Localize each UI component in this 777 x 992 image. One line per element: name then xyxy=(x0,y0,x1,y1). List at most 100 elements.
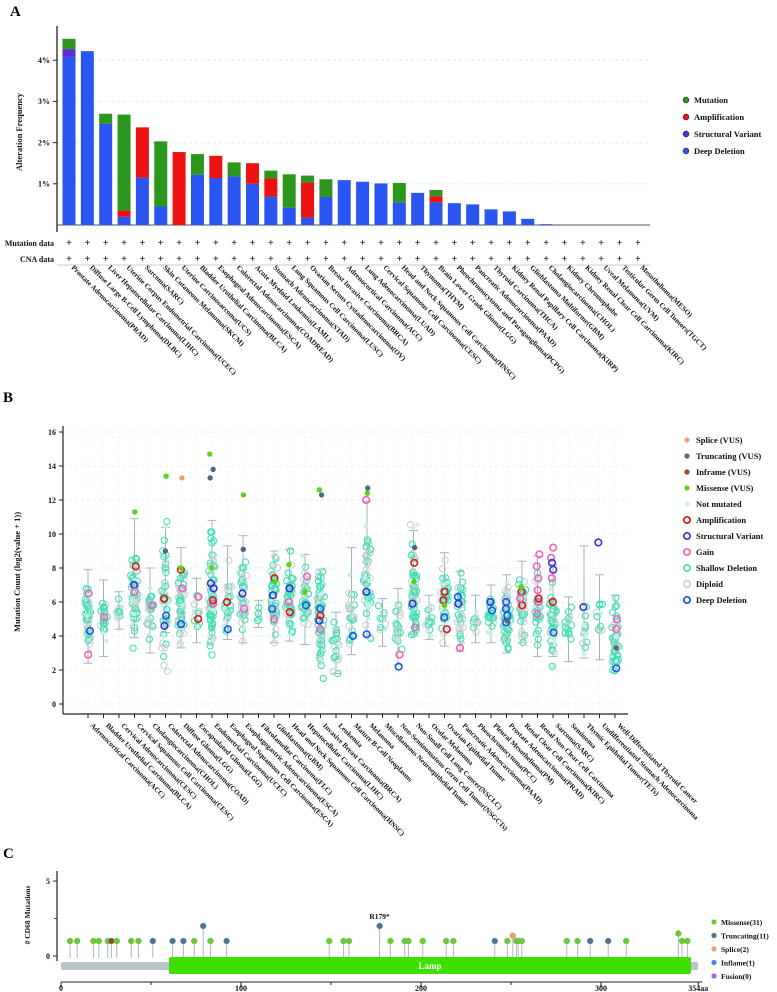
special-point-deep_deletion xyxy=(612,664,621,673)
bar-segment-dd xyxy=(135,177,149,225)
legend-label: Not mutated xyxy=(696,499,742,509)
y-axis-title: Mutation Count (log2(value + 1)) xyxy=(12,512,22,632)
data-point-shallow-deletion xyxy=(549,647,557,655)
y-tick-label: 5 xyxy=(46,877,50,886)
cna-data-plus: + xyxy=(176,254,182,265)
data-point-shallow-deletion xyxy=(147,605,155,614)
cna-data-plus: + xyxy=(195,254,201,265)
data-point-diploid xyxy=(376,626,384,634)
data-point-shallow-deletion xyxy=(564,629,573,638)
data-point-shallow-deletion xyxy=(208,651,216,659)
category-label: Undifferentiated Stomach Adenocarcinoma xyxy=(600,722,700,822)
data-point-shallow-deletion xyxy=(176,574,185,582)
lollipop-head-missense xyxy=(405,937,412,945)
data-point-shallow-deletion xyxy=(362,580,370,588)
bar-segment-mut xyxy=(301,175,315,183)
data-point-not-mutated xyxy=(180,602,185,608)
data-point-not-mutated xyxy=(613,634,619,640)
domain-label: Lamp xyxy=(418,961,441,971)
special-point-truncating xyxy=(240,546,246,552)
legend-dot-fusion xyxy=(711,973,717,979)
cna-data-plus: + xyxy=(158,254,164,265)
cna-data-plus: + xyxy=(268,254,274,265)
cna-data-plus: + xyxy=(451,254,457,265)
mutation-data-plus: + xyxy=(617,238,623,249)
legend-dot-inframe xyxy=(684,469,690,475)
special-point-deep_deletion xyxy=(549,628,558,637)
special-point-deep_deletion xyxy=(487,606,497,615)
data-point-shallow-deletion xyxy=(222,627,230,635)
special-point-gain xyxy=(147,601,156,610)
data-point-not-mutated xyxy=(85,613,90,618)
legend-label: Missense(31) xyxy=(721,918,763,927)
data-point-not-mutated xyxy=(581,623,587,628)
panel-b-mutation-count-chart: 0 2 4 6 8 10 12 14 16 Mutation Count (log2(value … xyxy=(12,426,763,838)
data-point-not-mutated xyxy=(488,632,494,637)
special-point-missense xyxy=(316,487,323,493)
legend-dot-structural_variant xyxy=(682,130,690,138)
data-point-shallow-deletion xyxy=(363,538,372,547)
mutation-data-plus: + xyxy=(598,238,604,249)
data-point-shallow-deletion xyxy=(519,611,527,619)
data-point-shallow-deletion xyxy=(367,634,375,643)
data-point-shallow-deletion xyxy=(410,587,418,596)
data-point-diploid xyxy=(239,637,247,645)
data-point-diploid xyxy=(363,550,371,559)
data-point-not-mutated xyxy=(504,579,510,585)
cna-data-plus: + xyxy=(121,254,127,265)
y-tick-label: 2% xyxy=(38,138,50,147)
cna-data-plus: + xyxy=(323,254,329,265)
legend-label: Diploid xyxy=(696,579,723,589)
special-point-deep_deletion xyxy=(348,631,357,641)
data-point-not-mutated xyxy=(347,572,352,578)
special-point-gain xyxy=(410,623,420,632)
bar-segment-dd xyxy=(117,216,131,225)
mutation-data-plus: + xyxy=(195,238,201,249)
mutation-data-plus: + xyxy=(580,238,586,249)
data-point-shallow-deletion xyxy=(595,600,604,608)
cna-data-plus: + xyxy=(360,254,366,265)
lollipop-head-missense xyxy=(191,937,198,945)
bar-segment-dd xyxy=(466,204,480,225)
legend-label: Shallow Deletion xyxy=(696,563,757,573)
legend-dot-deep_deletion xyxy=(682,147,690,155)
special-point-deep_deletion xyxy=(362,630,371,639)
data-point-diploid xyxy=(348,605,356,613)
data-point-shallow-deletion xyxy=(549,605,557,614)
data-point-diploid xyxy=(303,575,311,584)
lollipop-head-truncating xyxy=(605,937,612,945)
mutation-data-plus: + xyxy=(305,238,311,249)
special-point-gain xyxy=(209,599,218,608)
special-point-structural_variant xyxy=(486,597,495,607)
data-point-shallow-deletion xyxy=(98,599,107,607)
data-point-shallow-deletion xyxy=(457,635,465,643)
special-point-gain xyxy=(130,587,140,596)
special-point-gain xyxy=(178,584,187,593)
special-point-missense xyxy=(411,578,417,585)
special-point-amplification xyxy=(285,608,294,617)
data-point-shallow-deletion xyxy=(598,600,606,608)
data-point-shallow-deletion xyxy=(362,609,371,618)
data-point-shallow-deletion xyxy=(284,569,292,577)
data-point-diploid xyxy=(133,566,141,575)
data-point-diploid xyxy=(361,579,369,587)
data-point-diploid xyxy=(453,618,462,626)
mutation-data-plus: + xyxy=(250,238,256,249)
y-tick-label: 0 xyxy=(46,952,50,961)
data-point-not-mutated xyxy=(223,607,228,612)
special-point-missense xyxy=(132,509,138,515)
bar-segment-mut xyxy=(154,141,168,207)
data-point-shallow-deletion xyxy=(458,598,467,606)
bar-segment-mut xyxy=(99,113,113,124)
data-point-shallow-deletion xyxy=(271,630,279,639)
lollipop-head-missense xyxy=(345,937,353,945)
special-point-structural_variant xyxy=(315,616,324,625)
data-point-diploid xyxy=(315,638,324,647)
special-point-structural_variant xyxy=(549,565,558,574)
cna-data-plus: + xyxy=(525,254,531,265)
data-point-shallow-deletion xyxy=(100,603,108,612)
data-point-shallow-deletion xyxy=(179,580,188,589)
data-point-diploid xyxy=(86,640,94,648)
mutation-data-plus: + xyxy=(140,238,146,249)
